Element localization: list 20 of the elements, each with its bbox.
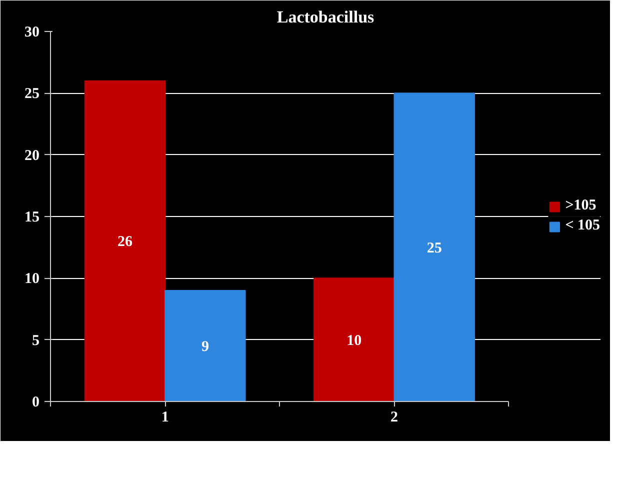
- legend-label: < 105: [565, 218, 600, 234]
- data-label: 26: [117, 234, 133, 250]
- y-tick-label: 0: [32, 394, 40, 410]
- y-tick-label: 30: [24, 24, 40, 40]
- y-tick-label: 10: [24, 271, 40, 288]
- chart-title: Lactobacillus: [276, 8, 375, 26]
- x-tick-label: 1: [161, 410, 169, 426]
- legend-label: >105: [565, 198, 596, 214]
- y-tick-label: 25: [24, 86, 40, 102]
- bar: [164, 290, 246, 402]
- y-tick-label: 5: [32, 332, 40, 349]
- bar: [394, 92, 475, 402]
- bar: [314, 278, 395, 402]
- x-tick-label: 2: [390, 410, 398, 426]
- bar: [84, 80, 166, 402]
- data-label: 10: [346, 332, 362, 349]
- y-tick-label: 20: [24, 148, 40, 164]
- y-tick-label: 15: [24, 210, 40, 226]
- data-label: 9: [201, 339, 209, 355]
- data-label: 25: [426, 240, 442, 256]
